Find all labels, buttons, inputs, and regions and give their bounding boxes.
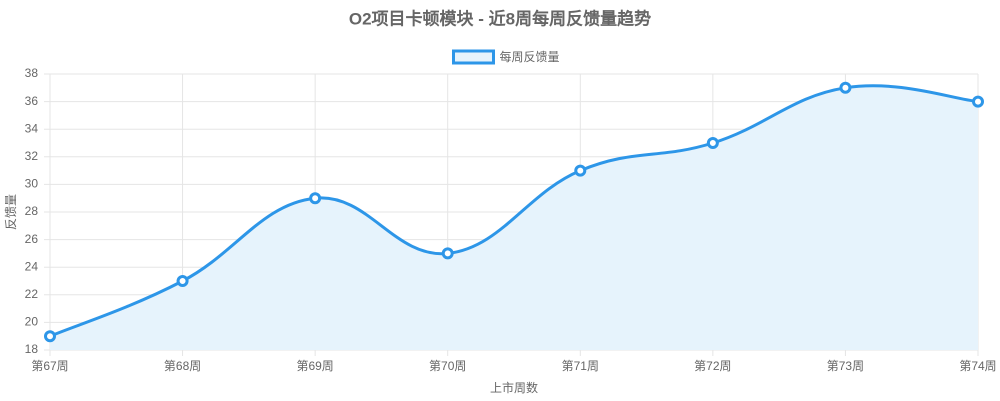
y-tick-label: 34: [25, 121, 39, 135]
y-tick-label: 18: [25, 342, 39, 356]
x-tick-label: 第71周: [562, 359, 599, 373]
y-tick-label: 24: [25, 259, 39, 273]
legend-label: 每周反馈量: [500, 49, 560, 64]
point: [574, 164, 587, 177]
y-tick-label: 30: [25, 177, 39, 191]
y-tick-label: 20: [25, 315, 39, 329]
x-tick-label: 第68周: [164, 359, 201, 373]
x-axis-label: 上市周数: [490, 380, 538, 395]
x-tick-label: 第67周: [31, 359, 68, 373]
y-tick-label: 38: [25, 66, 39, 80]
x-tick-label: 第69周: [296, 359, 333, 373]
x-tick-label: 第74周: [959, 359, 996, 373]
point: [176, 275, 189, 287]
point: [706, 137, 719, 149]
point: [441, 247, 454, 260]
y-axis-label: 反馈量: [4, 194, 18, 230]
y-tick-label: 32: [25, 149, 39, 163]
point: [309, 192, 322, 205]
x-tick-label: 第72周: [694, 359, 731, 373]
y-tick-label: 26: [25, 232, 39, 246]
x-tick-label: 第73周: [827, 359, 864, 373]
point: [839, 81, 852, 94]
point: [44, 330, 56, 343]
y-tick-label: 36: [25, 94, 39, 108]
legend-swatch: [452, 49, 495, 65]
point: [972, 95, 984, 108]
chart-title: O2项目卡顿模块 - 近8周每周反馈量趋势: [349, 8, 651, 28]
area: [50, 85, 978, 351]
line: [49, 84, 979, 338]
x-tick-label: 第70周: [429, 359, 466, 373]
y-tick-label: 28: [25, 204, 39, 218]
y-tick-label: 22: [25, 287, 39, 301]
